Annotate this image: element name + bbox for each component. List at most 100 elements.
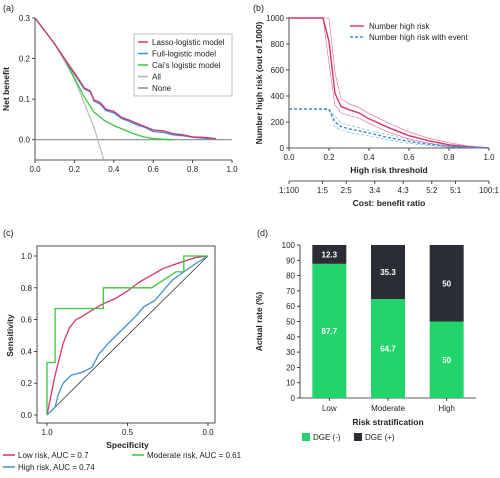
plot-frame-c	[36, 245, 216, 424]
x-tick-label-b: 0.0	[283, 153, 295, 162]
ratio-tick-label-b: 5:2	[426, 186, 438, 195]
legend-label-a: All	[152, 73, 161, 82]
legend-label-a: Full-logistic model	[152, 50, 216, 59]
ratio-tick-label-b: 5:1	[450, 186, 462, 195]
y-tick-label-b: 600	[271, 66, 285, 75]
y-tick-label-c: 0.4	[21, 347, 33, 356]
y-axis-label-c: Sensitivity	[5, 314, 15, 357]
reference-diagonal-c	[46, 255, 209, 416]
y-tick-label-d: 90	[286, 256, 295, 265]
ratio-tick-label-b: 1:5	[317, 186, 329, 195]
y-tick-label-c: 1.0	[21, 252, 33, 261]
ratio-tick-label-b: 2:5	[341, 186, 353, 195]
y-axis-label-d: Actual rate (%)	[254, 292, 264, 352]
y-tick-label-c: 0.2	[21, 379, 33, 388]
y-tick-label-a: 0.2	[19, 55, 31, 64]
ratio-tick-label-b: 100:1	[479, 186, 500, 195]
x-tick-label-b: 0.8	[443, 153, 455, 162]
legend-swatch-d	[302, 433, 310, 441]
y-tick-label-d: 40	[286, 333, 295, 342]
bar-segment-d	[312, 245, 347, 264]
legend-label-d: DGE (-)	[313, 433, 341, 442]
legend-label-b: Number high risk with event	[369, 33, 468, 42]
panel-label-c: (c)	[3, 228, 14, 238]
legend-label-c: Moderate risk, AUC = 0.61	[147, 451, 242, 460]
y-tick-label-d: 80	[286, 272, 295, 281]
y-tick-label-b: 200	[271, 118, 285, 127]
bar-value-label-d: 87.7	[322, 327, 338, 336]
bar-segment-d	[371, 299, 405, 398]
legend-label-c: High risk, AUC = 0.74	[18, 463, 95, 472]
legend-box-a	[133, 33, 233, 97]
roc-curve-c-0	[46, 255, 209, 416]
x-tick-label-a: 0.0	[29, 165, 41, 174]
x-tick-label-a: 0.6	[148, 165, 160, 174]
y-tick-label-b: 0	[280, 144, 285, 153]
ratio-tick-label-b: 3:4	[369, 186, 381, 195]
y-tick-label-d: 60	[286, 302, 295, 311]
series-line-all	[35, 18, 105, 161]
panel-label-b: (b)	[253, 3, 264, 13]
x-tick-label-a: 0.4	[108, 165, 120, 174]
x-tick-label-c: 0.0	[202, 428, 214, 437]
y-tick-label-b: 800	[271, 40, 285, 49]
x-tick-label-b: 0.2	[323, 153, 335, 162]
y-axis-label-a: Net benefit	[1, 67, 11, 111]
x-tick-label-b: 0.4	[363, 153, 375, 162]
x-tick-label-d: Low	[322, 404, 337, 413]
panel-a: (a) 0.0 0.2 0.4 0.6 0.8 1.0 0.0 0.1 0.2 0.3 Net ben…	[1, 3, 238, 174]
y-tick-label-d: 20	[286, 363, 295, 372]
y-tick-label-d: 70	[286, 287, 295, 296]
panel-label-d: (d)	[257, 228, 268, 238]
series-ci-lower-b	[289, 108, 490, 149]
legend-label-a: Cai’s logistic model	[152, 61, 221, 70]
y-axis-label-b: Number high risk (out of 1000)	[254, 21, 264, 144]
x-axis-label-b: High risk threshold	[350, 165, 427, 175]
y-tick-label-d: 10	[286, 379, 295, 388]
legend-label-b: Number high risk	[369, 22, 430, 31]
legend-label-a: Lasso-logistic model	[152, 38, 225, 47]
ratio-axis-label-b: Cost: benefit ratio	[353, 198, 426, 208]
bar-segment-d	[429, 321, 464, 398]
x-axis-label-c: Specificity	[106, 440, 149, 450]
series-line-b-0	[289, 17, 490, 149]
panel-label-a: (a)	[3, 3, 14, 13]
y-tick-label-a: 0.0	[19, 136, 31, 145]
y-tick-label-d: 50	[286, 318, 295, 327]
bar-value-label-d: 35.3	[380, 268, 396, 277]
x-tick-label-b: 1.0	[483, 153, 495, 162]
x-tick-label-c: 1.0	[41, 428, 53, 437]
legend-label-c: Low risk, AUC = 0.7	[18, 451, 89, 460]
y-tick-label-a: 0.1	[19, 95, 31, 104]
y-tick-label-b: 1000	[266, 14, 284, 23]
panel-c: (c) 1.0 0.5 0.0 0.0 0.2 0.4 0.6 0.8 1.0 Specificit…	[3, 228, 242, 472]
y-tick-label-c: 0.6	[21, 316, 33, 325]
x-tick-label-d: High	[438, 404, 454, 413]
roc-curve-c-1	[46, 255, 208, 415]
panel-b: (b) 0.0 0.2 0.4 0.6 0.8 1.0 0 200 400 600 800 1000 Hi…	[253, 3, 500, 208]
y-tick-label-b: 400	[271, 92, 285, 101]
x-tick-label-a: 1.0	[226, 165, 238, 174]
panel-d: (d) 0 10 20 30 40 50 60 70 80 90 100 Actual rate (%)…	[254, 228, 476, 442]
y-tick-label-a: 0.3	[19, 14, 31, 23]
y-tick-label-d: 30	[286, 348, 295, 357]
y-tick-label-d: 100	[282, 241, 296, 250]
x-tick-label-a: 0.2	[69, 165, 81, 174]
x-tick-label-d: Moderate	[371, 404, 405, 413]
legend-label-a: None	[152, 84, 172, 93]
bar-value-label-d: 50	[442, 356, 451, 365]
bar-segment-d	[312, 263, 347, 398]
series-line-lasso-logistic-model	[35, 18, 217, 140]
ratio-tick-label-b: 1:100	[279, 186, 300, 195]
series-ci-upper-b	[289, 17, 490, 148]
x-tick-label-b: 0.6	[403, 153, 415, 162]
bar-segment-d	[371, 245, 405, 300]
x-tick-label-a: 0.8	[187, 165, 199, 174]
bar-value-label-d: 12.3	[322, 250, 338, 259]
bar-segment-d	[429, 245, 464, 322]
bar-value-label-d: 50	[442, 279, 451, 288]
x-axis-label-d: Risk stratification	[352, 417, 423, 427]
legend-label-d: DGE (+)	[365, 433, 395, 442]
series-line-b-1	[289, 108, 490, 149]
